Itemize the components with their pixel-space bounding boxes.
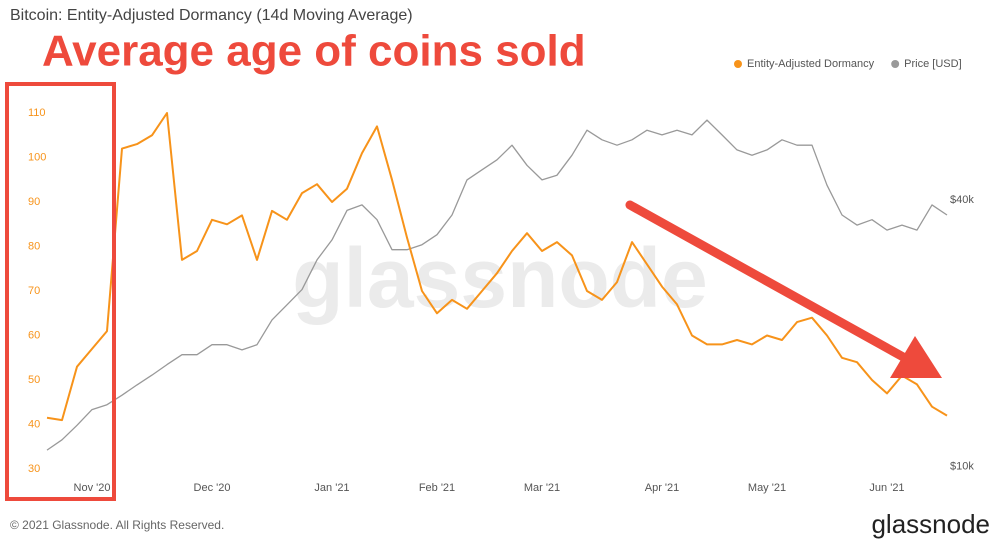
x-tick-label: Feb '21	[419, 482, 455, 494]
trend-arrow	[625, 200, 942, 378]
footer: © 2021 Glassnode. All Rights Reserved.	[10, 518, 224, 532]
y-tick-label: 30	[28, 463, 40, 475]
y-tick-label: 50	[28, 374, 40, 386]
arrow-head	[890, 336, 942, 378]
x-tick-label: Apr '21	[645, 482, 680, 494]
highlight-box	[5, 82, 116, 501]
legend-label: Price [USD]	[904, 58, 961, 70]
arrow-shaft	[625, 200, 910, 363]
logo: glassnode	[871, 509, 990, 539]
legend-label: Entity-Adjusted Dormancy	[747, 58, 875, 70]
x-tick-label: May '21	[748, 482, 786, 494]
chart-title: Bitcoin: Entity-Adjusted Dormancy (14d M…	[10, 7, 413, 24]
watermark: glassnode	[292, 231, 707, 325]
x-tick-label: Nov '20	[74, 482, 111, 494]
series-line	[46, 119, 948, 451]
y2-tick-label: $10k	[950, 461, 974, 473]
x-tick-label: Jan '21	[314, 482, 349, 494]
annotation: Average age of coins sold	[42, 27, 586, 76]
legend-swatch	[734, 60, 742, 68]
legend-swatch	[891, 60, 900, 68]
plot: 30 40 50 60 70 80 90 100 110 $10k $40k Nov '20 Dec '…	[28, 107, 974, 494]
y-tick-label: 40	[28, 418, 40, 430]
y-tick-label: 110	[28, 107, 46, 119]
y-tick-label: 60	[28, 329, 40, 341]
y2-tick-label: $40k	[950, 194, 974, 206]
y-tick-label: 90	[28, 196, 40, 208]
y-tick-label: 100	[28, 151, 46, 163]
y-tick-label: 70	[28, 285, 40, 297]
x-tick-label: Mar '21	[524, 482, 560, 494]
y-tick-label: 80	[28, 240, 40, 252]
x-tick-label: Jun '21	[869, 482, 904, 494]
series-line	[46, 112, 948, 422]
x-tick-label: Dec '20	[194, 482, 231, 494]
